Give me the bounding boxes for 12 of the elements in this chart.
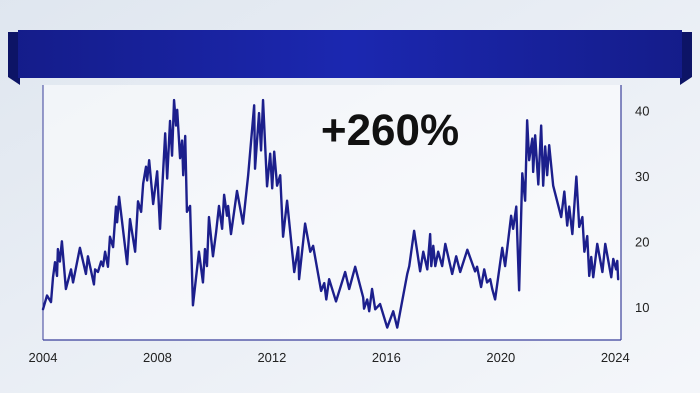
y-tick-label: 30: [635, 169, 650, 184]
annotation: +260%: [320, 106, 460, 155]
line-series: [42, 98, 620, 329]
y-tick-label: 10: [635, 300, 650, 315]
x-tick-label: 2004: [28, 350, 58, 365]
x-tick-label: 2024: [600, 350, 630, 365]
x-tick-label: 2012: [257, 350, 286, 365]
x-tick-label: 2008: [142, 350, 172, 365]
x-tick-label: 2016: [372, 350, 401, 365]
y-tick-label: 20: [635, 234, 650, 250]
y-tick-label: 40: [635, 104, 650, 119]
x-tick-label: 2020: [486, 350, 516, 365]
